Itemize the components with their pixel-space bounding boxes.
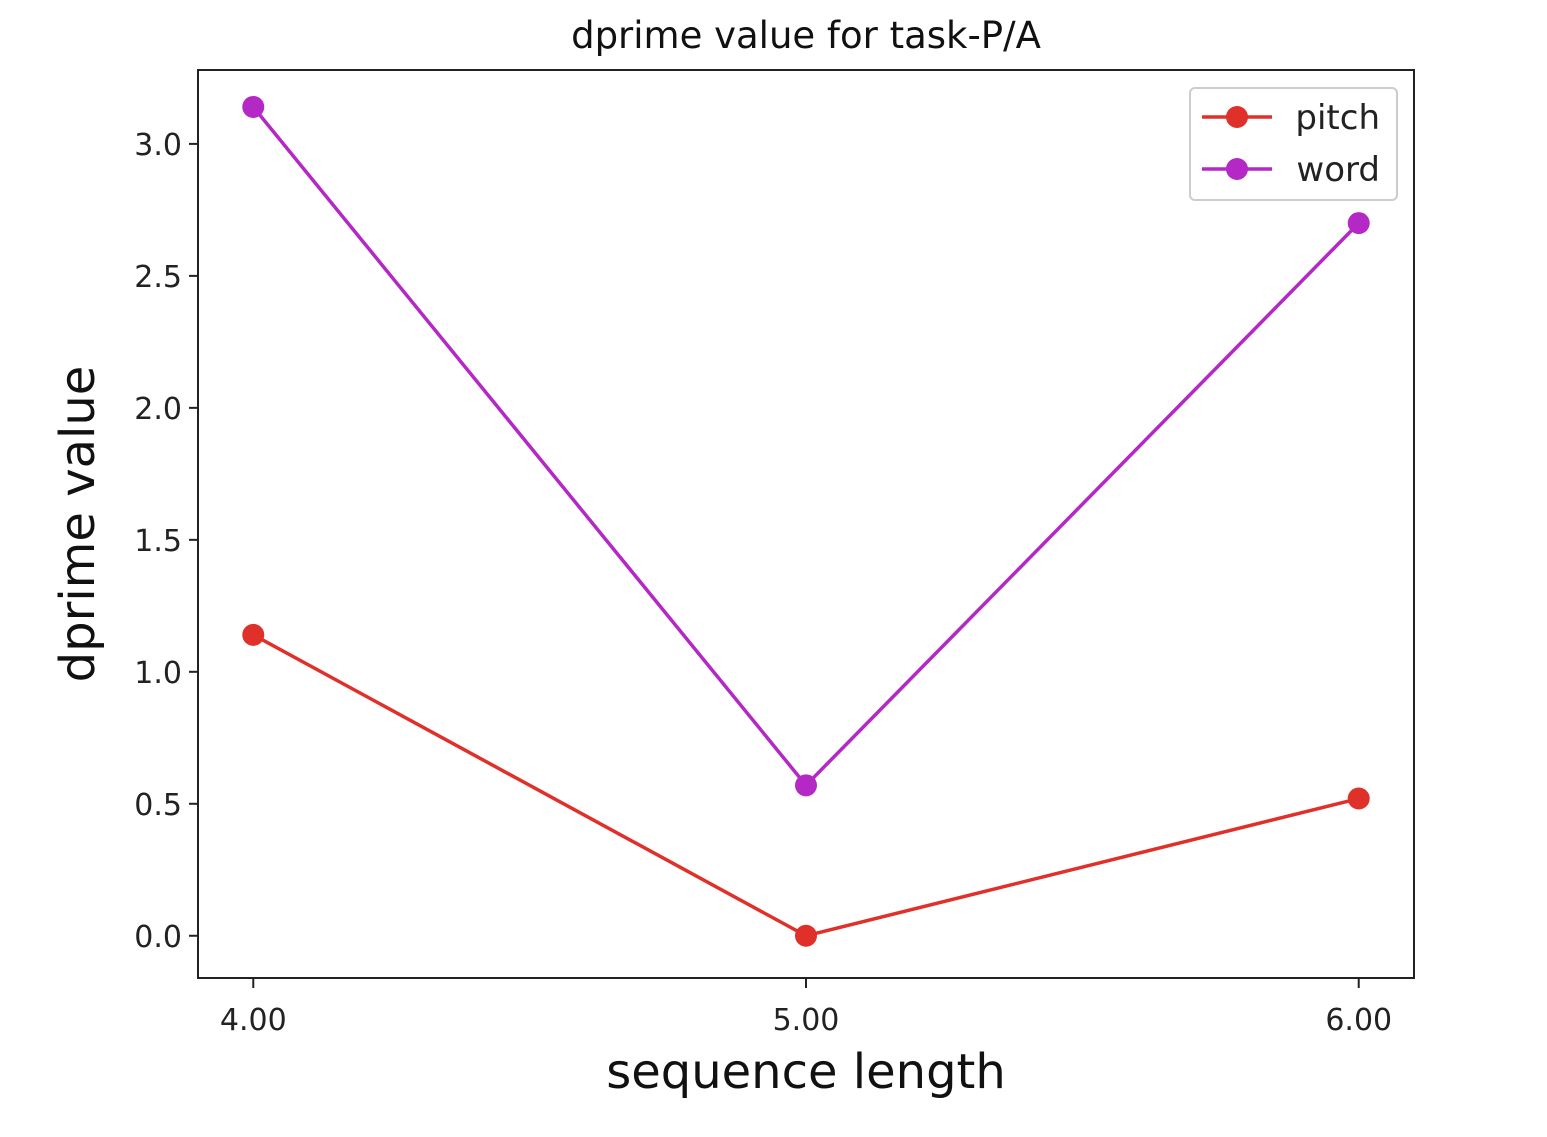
y-tick-label: 2.5 [134, 260, 182, 295]
data-point-word [242, 95, 265, 118]
y-tick-label: 2.0 [134, 392, 182, 427]
x-axis-label: sequence length [606, 1044, 1006, 1100]
y-tick-label: 0.0 [134, 920, 182, 955]
series-layer [242, 95, 1370, 947]
data-point-pitch [1347, 787, 1370, 810]
y-tick-label: 1.5 [134, 524, 182, 559]
x-tick-label: 4.00 [220, 1003, 287, 1038]
y-axis-label: dprime value [50, 366, 106, 683]
legend-label-word: word [1296, 150, 1380, 190]
legend-label-pitch: pitch [1295, 98, 1380, 138]
data-point-word [795, 774, 817, 797]
legend-marker-pitch [1226, 106, 1248, 128]
x-axis: 4.00 5.00 6.00 [220, 978, 1392, 1038]
x-tick-label: 5.00 [773, 1003, 840, 1038]
legend: pitch word [1189, 87, 1398, 201]
y-axis: 0.0 0.5 1.0 1.5 2.0 2.5 3.0 [134, 128, 198, 955]
y-tick-label: 3.0 [134, 128, 182, 163]
y-tick-label: 1.0 [134, 656, 182, 691]
data-point-pitch [795, 924, 817, 947]
data-point-word [1347, 212, 1370, 235]
chart-title: dprime value for task-P/A [571, 14, 1041, 57]
legend-marker-word [1226, 158, 1248, 180]
x-tick-label: 6.00 [1325, 1003, 1392, 1038]
y-tick-label: 0.5 [134, 788, 182, 823]
plot-area [197, 69, 1415, 979]
data-point-pitch [242, 623, 265, 646]
